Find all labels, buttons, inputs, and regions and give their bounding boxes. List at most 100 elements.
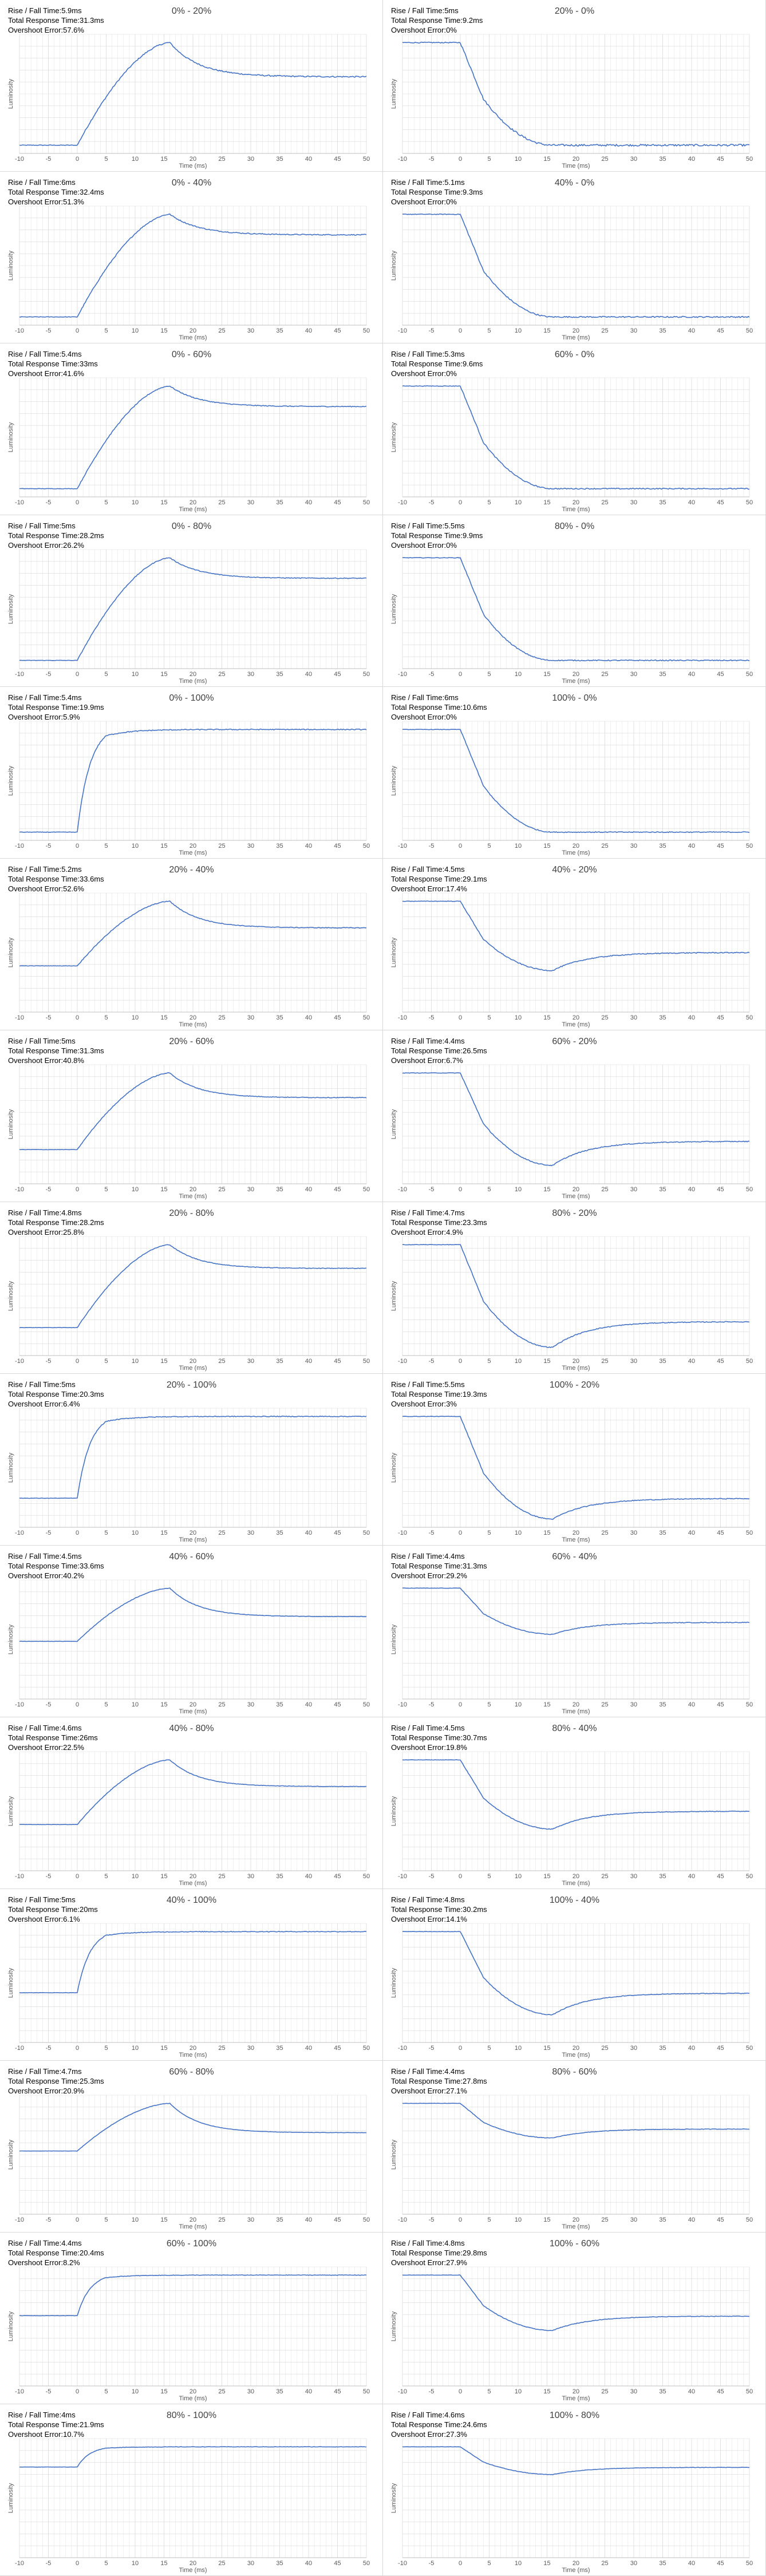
rise-fall-time-label: Rise / Fall Time: <box>8 1037 62 1045</box>
total-response-time-value: 9.3ms <box>463 188 483 196</box>
y-axis-label: Luminosity <box>390 765 397 796</box>
rise-fall-time-value: 5.1ms <box>444 178 465 187</box>
rise-fall-time-label: Rise / Fall Time: <box>8 6 62 15</box>
chart-panel: Rise / Fall Time:4.5ms Total Response Tim… <box>383 1717 766 1889</box>
stats-block: Rise / Fall Time:4.6ms Total Response Tim… <box>8 1723 98 1752</box>
stats-block: Rise / Fall Time:4ms Total Response Time:… <box>8 2410 104 2439</box>
chart-svg: -10 -5 0 5 10 15 20 25 30 35 40 45 50 Time (ms) Lumino… <box>390 892 753 1028</box>
stats-block: Rise / Fall Time:5ms Total Response Time:… <box>8 1895 98 1924</box>
overshoot-error-value: 22.5% <box>63 1743 84 1752</box>
x-tick-label: -10 <box>398 1701 407 1708</box>
luminosity-series-line <box>402 2274 750 2332</box>
x-tick-label: 0 <box>459 1014 462 1021</box>
x-tick-label: -5 <box>46 327 52 334</box>
x-tick-label: 20 <box>189 671 196 678</box>
x-tick-label: 40 <box>688 1014 695 1021</box>
x-tick-label: 45 <box>334 156 341 163</box>
rise-fall-time-value: 5.9ms <box>61 6 82 15</box>
x-tick-label: -10 <box>398 2045 407 2052</box>
x-tick-label: 20 <box>189 499 196 506</box>
chart-panel: Rise / Fall Time:5.3ms Total Response Tim… <box>383 343 766 515</box>
x-tick-label: 10 <box>515 843 522 850</box>
chart-panel: Rise / Fall Time:5ms Total Response Time:… <box>0 1889 383 2061</box>
luminosity-series-line <box>402 557 750 662</box>
chart-svg: -10 -5 0 5 10 15 20 25 30 35 40 45 50 Time (ms) Lumino… <box>390 1236 753 1372</box>
total-response-time-line: Total Response Time:28.2ms <box>8 531 104 540</box>
x-tick-label: 35 <box>276 1530 283 1536</box>
x-tick-label: 10 <box>515 1873 522 1880</box>
total-response-time-label: Total Response Time: <box>391 703 463 712</box>
x-tick-label: 15 <box>543 1186 550 1193</box>
overshoot-error-value: 10.7% <box>63 2430 84 2439</box>
x-tick-label: 10 <box>132 1873 139 1880</box>
x-tick-label: 0 <box>76 1186 79 1193</box>
x-tick-label: 40 <box>688 1358 695 1365</box>
total-response-time-line: Total Response Time:21.9ms <box>8 2420 104 2429</box>
gridlines <box>402 1408 750 1528</box>
luminosity-series-line <box>19 42 367 146</box>
chart-title: 60% - 40% <box>552 1552 597 1562</box>
x-axis-label: Time (ms) <box>562 1880 590 1887</box>
overshoot-error-line: Overshoot Error:0% <box>391 369 483 378</box>
gridlines <box>402 549 750 669</box>
gridlines <box>402 34 750 154</box>
x-tick-label: 10 <box>132 1358 139 1365</box>
chart-panel: Rise / Fall Time:6ms Total Response Time:… <box>0 172 383 343</box>
overshoot-error-label: Overshoot Error: <box>8 2258 64 2267</box>
x-tick-label: 20 <box>189 2388 196 2395</box>
overshoot-error-label: Overshoot Error: <box>8 1228 64 1236</box>
x-tick-label: 35 <box>276 499 283 506</box>
x-tick-label: 45 <box>334 1530 341 1536</box>
overshoot-error-line: Overshoot Error:10.7% <box>8 2429 104 2439</box>
overshoot-error-line: Overshoot Error:40.2% <box>8 1571 104 1581</box>
total-response-time-line: Total Response Time:20ms <box>8 1905 98 1914</box>
x-tick-label: 10 <box>132 2045 139 2052</box>
total-response-time-label: Total Response Time: <box>391 1733 463 1742</box>
luminosity-series-line <box>402 900 750 971</box>
x-tick-label: 10 <box>515 2217 522 2223</box>
x-tick-label: 15 <box>160 1701 167 1708</box>
luminosity-series-line <box>19 1587 367 1642</box>
total-response-time-value: 9.6ms <box>463 359 483 368</box>
rise-fall-time-line: Rise / Fall Time:4.6ms <box>8 1723 98 1733</box>
x-tick-label: 25 <box>601 2217 608 2223</box>
x-tick-label: 30 <box>630 1873 637 1880</box>
rise-fall-time-label: Rise / Fall Time: <box>391 1724 445 1732</box>
rise-fall-time-line: Rise / Fall Time:5ms <box>8 1895 98 1905</box>
gridlines <box>19 34 367 154</box>
gridlines <box>402 2266 750 2387</box>
chart-title: 80% - 40% <box>552 1724 597 1733</box>
x-tick-label: 25 <box>601 1530 608 1536</box>
y-axis-label: Luminosity <box>7 1796 14 1826</box>
x-tick-label: 50 <box>363 843 370 850</box>
rise-fall-time-label: Rise / Fall Time: <box>8 693 62 702</box>
chart-title: 20% - 100% <box>166 1380 217 1390</box>
luminosity-series-line <box>19 557 367 661</box>
x-tick-label: 30 <box>630 2560 637 2567</box>
stats-block: Rise / Fall Time:5ms Total Response Time:… <box>391 6 483 35</box>
total-response-time-value: 23.3ms <box>463 1218 487 1227</box>
x-tick-label: 45 <box>717 499 724 506</box>
x-tick-label: 5 <box>104 327 108 334</box>
chart-title: 80% - 0% <box>554 521 595 531</box>
overshoot-error-value: 20.9% <box>63 2087 84 2095</box>
rise-fall-time-label: Rise / Fall Time: <box>391 521 445 530</box>
luminosity-series-line <box>19 1931 367 1994</box>
chart-title: 80% - 20% <box>552 1208 597 1218</box>
luminosity-series-line <box>402 385 750 490</box>
luminosity-series-line <box>19 2446 367 2468</box>
chart-svg: -10 -5 0 5 10 15 20 25 30 35 40 45 50 Time (ms) Lumino… <box>7 2095 370 2230</box>
x-tick-label: 20 <box>189 1186 196 1193</box>
x-tick-label: 0 <box>459 2388 462 2395</box>
total-response-time-label: Total Response Time: <box>8 1390 80 1398</box>
x-axis-label: Time (ms) <box>179 850 207 856</box>
stats-block: Rise / Fall Time:4.4ms Total Response Tim… <box>8 2238 104 2267</box>
chart-panel: Rise / Fall Time:5ms Total Response Time:… <box>0 515 383 687</box>
chart-title: 20% - 80% <box>169 1208 214 1218</box>
x-tick-label: 40 <box>305 1873 312 1880</box>
x-tick-label: 15 <box>160 671 167 678</box>
x-tick-label: 5 <box>487 1358 491 1365</box>
total-response-time-line: Total Response Time:29.1ms <box>391 874 487 884</box>
overshoot-error-value: 0% <box>446 541 457 550</box>
x-tick-label: 40 <box>305 1701 312 1708</box>
